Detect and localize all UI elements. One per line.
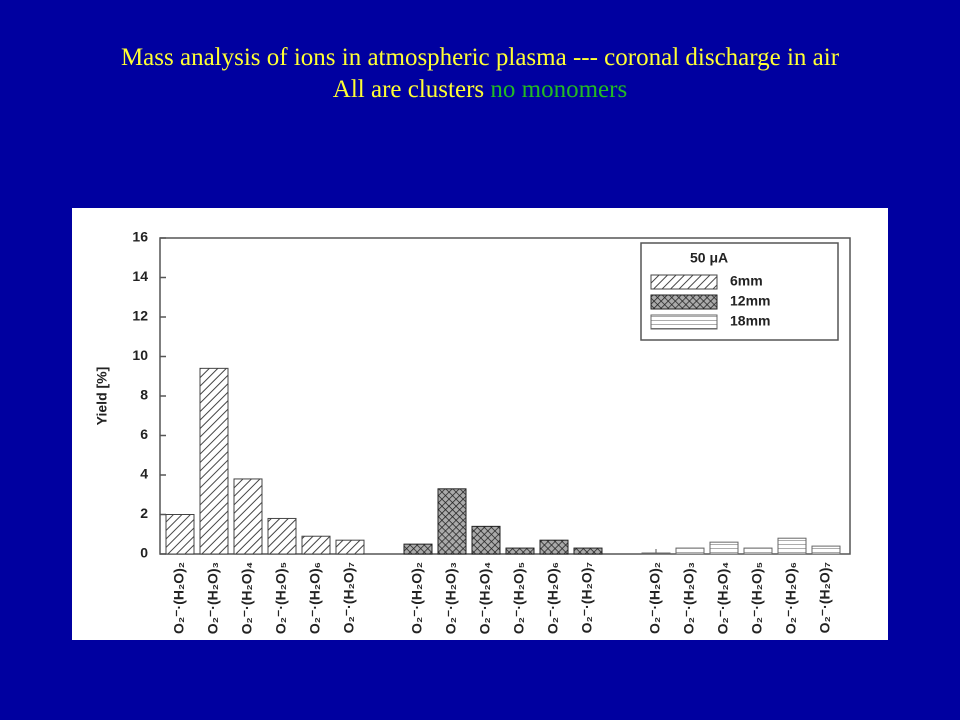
- bar: [437, 488, 467, 555]
- x-tick-label: O₂⁻·(H₂O)₇: [817, 562, 833, 633]
- y-tick-label: 14: [132, 268, 148, 284]
- bar: [573, 547, 603, 555]
- x-tick-label: O₂⁻·(H₂O)₇: [341, 562, 357, 633]
- x-tick-label: O₂⁻·(H₂O)₄: [477, 562, 493, 634]
- slide-title: Mass analysis of ions in atmospheric pla…: [110, 42, 850, 106]
- legend-swatch: [650, 314, 718, 330]
- title-highlight: no monomers: [490, 76, 628, 103]
- x-tick-label: O₂⁻·(H₂O)₄: [715, 562, 731, 634]
- bar: [641, 552, 671, 555]
- y-tick-label: 4: [140, 466, 148, 482]
- x-tick-label: O₂⁻·(H₂O)₃: [205, 562, 221, 634]
- x-tick-label: O₂⁻·(H₂O)₅: [749, 562, 765, 634]
- x-tick-label: O₂⁻·(H₂O)₃: [443, 562, 459, 634]
- x-tick-label: O₂⁻·(H₂O)₂: [171, 562, 187, 634]
- bar: [471, 525, 501, 555]
- bar: [675, 547, 705, 555]
- x-tick-label: O₂⁻·(H₂O)₆: [307, 562, 323, 634]
- x-tick-label: O₂⁻·(H₂O)₆: [545, 562, 561, 634]
- legend-label: 18mm: [730, 313, 770, 329]
- legend-label: 12mm: [730, 293, 770, 309]
- y-axis-label: Yield [%]: [94, 367, 110, 426]
- bar: [403, 543, 433, 555]
- bar: [301, 535, 331, 555]
- bar: [233, 478, 263, 555]
- legend-label: 6mm: [730, 273, 763, 289]
- y-tick-label: 10: [132, 347, 148, 363]
- y-tick-label: 12: [132, 308, 148, 324]
- title-text: Mass analysis of ions in atmospheric pla…: [120, 44, 840, 103]
- bar: [777, 537, 807, 555]
- bar: [505, 547, 535, 555]
- x-tick-label: O₂⁻·(H₂O)₇: [579, 562, 595, 633]
- y-tick-label: 8: [140, 387, 148, 403]
- bar: [743, 547, 773, 555]
- x-tick-label: O₂⁻·(H₂O)₂: [647, 562, 663, 634]
- bar: [539, 539, 569, 555]
- bar: [709, 541, 739, 555]
- x-tick-label: O₂⁻·(H₂O)₅: [273, 562, 289, 634]
- legend-title: 50 μA: [690, 250, 728, 266]
- x-tick-label: O₂⁻·(H₂O)₂: [409, 562, 425, 634]
- x-tick-label: O₂⁻·(H₂O)₄: [239, 562, 255, 634]
- legend-swatch: [650, 294, 718, 310]
- x-tick-label: O₂⁻·(H₂O)₃: [681, 562, 697, 634]
- bar: [267, 517, 297, 555]
- x-tick-label: O₂⁻·(H₂O)₆: [783, 562, 799, 634]
- bar: [199, 367, 229, 555]
- legend-swatch: [650, 274, 718, 290]
- y-tick-label: 0: [140, 545, 148, 561]
- y-tick-label: 16: [132, 229, 148, 245]
- x-tick-label: O₂⁻·(H₂O)₅: [511, 562, 527, 634]
- y-tick-label: 2: [140, 505, 148, 521]
- legend-box: [640, 242, 839, 341]
- bar: [811, 545, 841, 555]
- bar: [165, 514, 195, 555]
- y-tick-label: 6: [140, 426, 148, 442]
- bar: [335, 539, 365, 555]
